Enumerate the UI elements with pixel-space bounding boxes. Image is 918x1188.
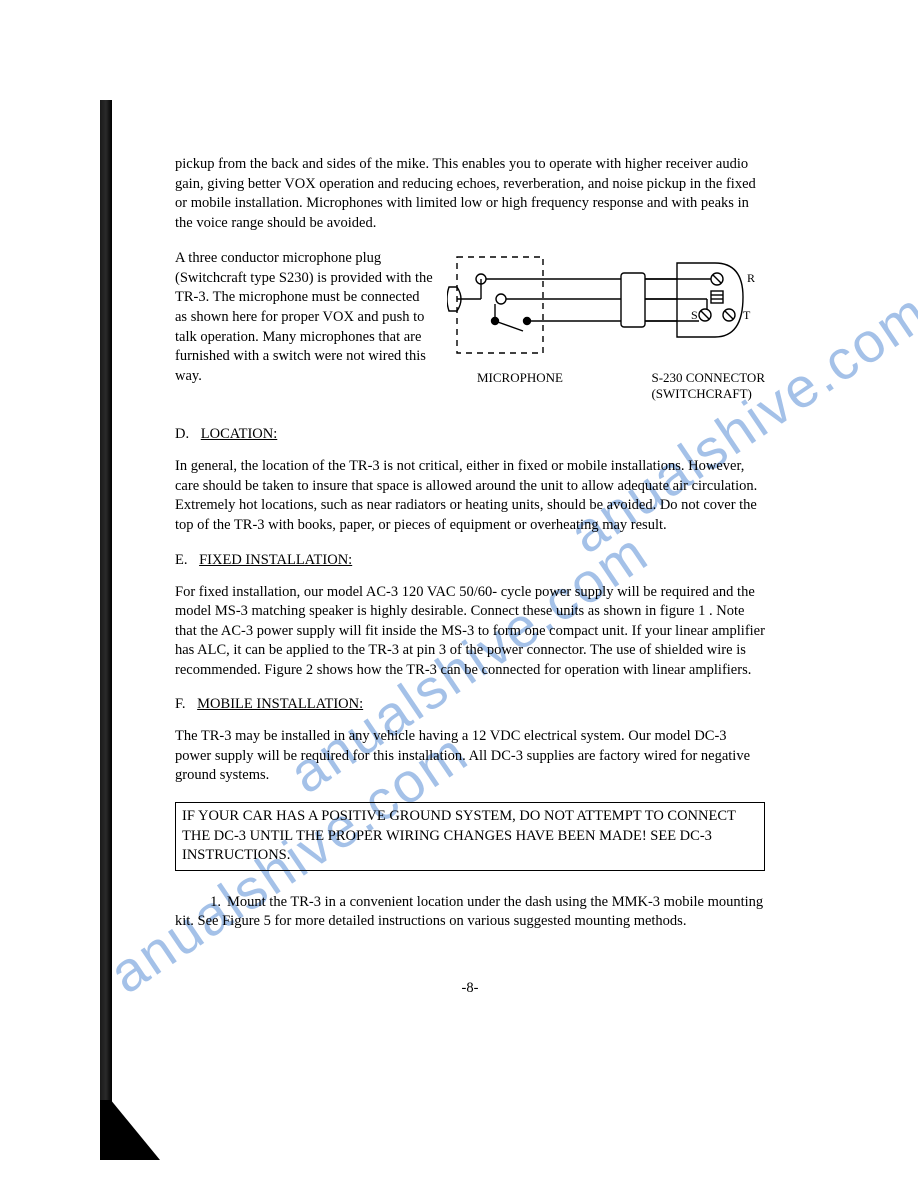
section-d-body: In general, the location of the TR-3 is … xyxy=(175,457,765,535)
section-d-letter: D. xyxy=(175,426,189,442)
page-content: pickup from the back and sides of the mi… xyxy=(175,155,765,997)
item-number: 1. xyxy=(175,893,227,913)
section-d-heading: D. LOCATION: xyxy=(175,426,765,443)
section-e-heading: E. FIXED INSTALLATION: xyxy=(175,552,765,569)
section-f-body: The TR-3 may be installed in any vehicle… xyxy=(175,727,765,786)
binding-edge xyxy=(100,100,112,1110)
intro-paragraph: pickup from the back and sides of the mi… xyxy=(175,155,765,233)
list-item-1: 1.Mount the TR-3 in a convenient locatio… xyxy=(175,893,765,932)
pin-t-label: T xyxy=(743,308,751,322)
mic-diagram: R S T MICROPHONE S-230 CONNECTOR (SWITCH… xyxy=(447,249,765,402)
page-number: -8- xyxy=(175,980,765,997)
mic-label: MICROPHONE xyxy=(477,370,563,402)
connector-label-line1: S-230 CONNECTOR xyxy=(651,370,765,385)
connector-svg: R S T xyxy=(447,249,757,361)
connector-label: S-230 CONNECTOR (SWITCHCRAFT) xyxy=(651,370,765,402)
connector-label-line2: (SWITCHCRAFT) xyxy=(651,386,751,401)
warning-box: IF YOUR CAR HAS A POSITIVE GROUND SYSTEM… xyxy=(175,802,765,871)
section-f-letter: F. xyxy=(175,696,186,712)
section-e-letter: E. xyxy=(175,552,187,568)
pin-r-label: R xyxy=(747,271,755,285)
section-e-title: FIXED INSTALLATION: xyxy=(199,552,352,568)
section-f-title: MOBILE INSTALLATION: xyxy=(197,696,363,712)
diagram-labels: MICROPHONE S-230 CONNECTOR (SWITCHCRAFT) xyxy=(447,370,765,402)
pin-s-label: S xyxy=(691,308,698,322)
section-e-body: For fixed installation, our model AC-3 1… xyxy=(175,583,765,681)
mic-plug-text: A three conductor microphone plug (Switc… xyxy=(175,249,433,386)
item-text: Mount the TR-3 in a convenient location … xyxy=(175,894,763,930)
mic-plug-section: A three conductor microphone plug (Switc… xyxy=(175,249,765,402)
section-f-heading: F. MOBILE INSTALLATION: xyxy=(175,696,765,713)
section-d-title: LOCATION: xyxy=(201,426,278,442)
